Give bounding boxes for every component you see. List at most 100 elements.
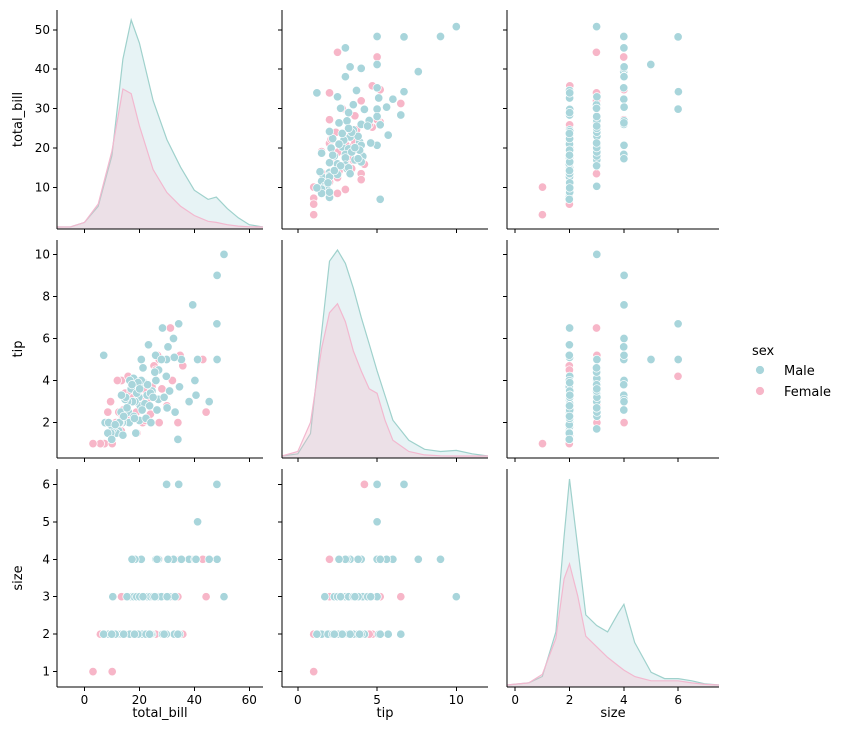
point-male — [413, 554, 423, 564]
point-male — [161, 371, 171, 381]
point-male — [342, 116, 352, 126]
point-male — [592, 121, 602, 131]
point-male — [565, 108, 575, 118]
point-male — [356, 63, 366, 73]
point-male — [156, 354, 166, 365]
kde-line-female — [56, 88, 264, 228]
y-tick-label: 2 — [42, 416, 50, 430]
point-male — [312, 88, 322, 98]
point-male — [351, 85, 362, 96]
point-male — [396, 629, 406, 639]
point-male — [336, 592, 346, 602]
x-tick-label: 0 — [81, 693, 89, 707]
point-male — [219, 592, 229, 602]
point-male — [592, 354, 602, 365]
point-male — [129, 413, 140, 423]
point-male — [355, 629, 365, 639]
point-male — [591, 363, 602, 373]
point-male — [191, 554, 201, 564]
point-male — [312, 183, 322, 193]
point-female — [165, 323, 175, 333]
x-tick-label: 0 — [511, 693, 519, 707]
point-male — [396, 110, 406, 120]
point-female — [309, 667, 319, 677]
point-male — [165, 386, 175, 396]
point-male — [163, 554, 173, 564]
panel-size-vs-total_bill: 0 20 40 60 1 2 3 4 5 6 — [42, 469, 263, 707]
point-male — [119, 629, 129, 639]
point-male — [353, 131, 363, 141]
point-male — [150, 367, 160, 377]
point-male — [329, 629, 339, 639]
kde-line-male — [281, 248, 489, 457]
point-female — [372, 52, 382, 62]
point-female — [324, 115, 335, 125]
point-male — [366, 138, 376, 148]
point-male — [564, 350, 574, 360]
x-tick-label: 4 — [620, 693, 628, 707]
point-male — [131, 428, 141, 438]
point-male — [592, 403, 602, 413]
point-male — [145, 401, 155, 411]
point-male — [619, 397, 629, 407]
point-male — [619, 300, 629, 310]
point-female — [340, 184, 350, 195]
point-female — [591, 323, 602, 333]
point-female — [619, 418, 629, 428]
point-female — [157, 384, 167, 394]
x-tick-label: 20 — [132, 693, 147, 707]
point-male — [619, 140, 629, 150]
point-male — [159, 629, 169, 639]
point-male — [619, 102, 629, 112]
y-tick-label: 20 — [35, 141, 50, 155]
point-male — [646, 59, 656, 70]
point-male — [592, 111, 602, 122]
x-tick-label: 5 — [373, 693, 381, 707]
point-male — [564, 128, 574, 139]
point-male — [173, 629, 183, 639]
kde-area-male — [282, 250, 488, 458]
point-male — [110, 420, 120, 430]
x-axis-label-size: size — [600, 706, 625, 721]
point-male — [372, 111, 382, 122]
panel-total_bill-vs-total_bill: 10 20 30 40 50 — [35, 10, 264, 233]
point-male — [435, 31, 446, 42]
point-male — [344, 108, 354, 118]
y-axis-label-total_bill: total_bill — [11, 92, 26, 147]
point-male — [619, 118, 629, 128]
point-male — [592, 249, 602, 259]
point-male — [122, 403, 132, 413]
point-male — [565, 378, 575, 388]
point-male — [193, 354, 203, 365]
point-male — [619, 342, 629, 352]
panel-total_bill-vs-size — [503, 10, 719, 233]
point-male — [353, 554, 363, 564]
point-male — [159, 392, 169, 402]
point-male — [168, 333, 179, 344]
point-male — [99, 350, 109, 360]
x-tick-label: 6 — [674, 693, 682, 707]
point-male — [212, 319, 222, 329]
point-male — [565, 323, 575, 333]
point-female — [356, 96, 366, 106]
point-male — [151, 375, 161, 386]
point-male — [344, 123, 354, 133]
point-male — [619, 350, 629, 360]
point-male — [564, 150, 575, 160]
panel-tip-vs-size — [503, 240, 719, 462]
point-male — [329, 166, 339, 176]
point-male — [312, 629, 322, 639]
point-male — [320, 592, 330, 602]
point-male — [99, 629, 109, 639]
point-male — [413, 67, 423, 77]
point-male — [564, 411, 575, 421]
point-female — [324, 554, 335, 564]
point-female — [103, 407, 113, 417]
point-female — [309, 199, 319, 209]
kde-area-female — [57, 89, 263, 229]
point-male — [148, 392, 158, 402]
point-male — [619, 405, 629, 415]
legend-label-male: Male — [784, 364, 815, 379]
point-female — [112, 375, 122, 386]
